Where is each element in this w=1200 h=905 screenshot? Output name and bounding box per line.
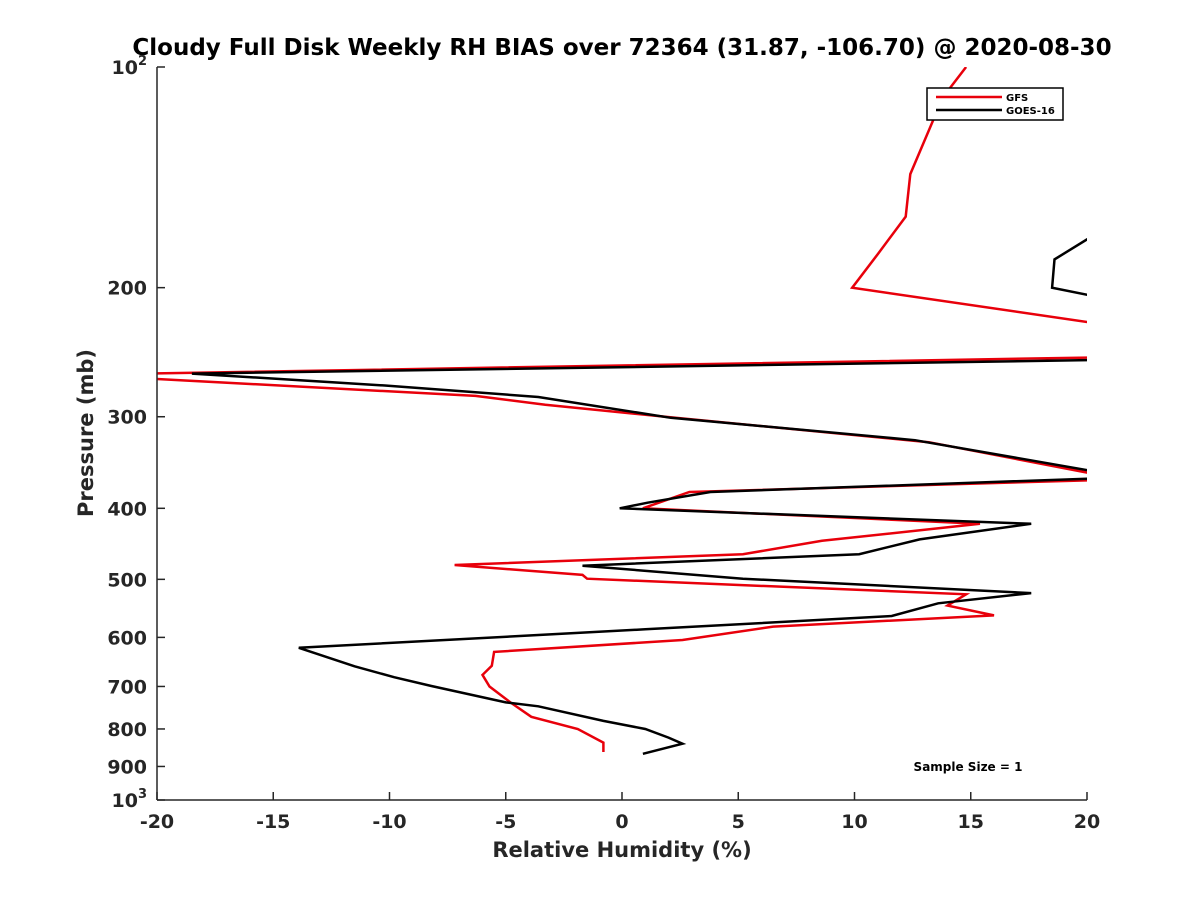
- x-tick-label: 15: [958, 811, 984, 833]
- series-line-gfs: [157, 67, 1087, 752]
- legend: GFS GOES-16: [926, 87, 1064, 121]
- y-ticks: 102 200 300 400 500 600 700 800 900 103: [107, 54, 165, 812]
- y-tick-label: 200: [107, 278, 147, 300]
- sample-size-annotation: Sample Size = 1: [914, 760, 1023, 774]
- legend-box: [926, 87, 1064, 121]
- legend-label-gfs: GFS: [1006, 93, 1028, 104]
- x-tick-label: -10: [372, 811, 406, 833]
- plot-area: -20 -15 -10 -5 0 5 10 15 20 102 200 300 400 500 600 70…: [107, 54, 1100, 833]
- x-tick-label: 20: [1074, 811, 1100, 833]
- y-tick-label: 700: [107, 676, 147, 698]
- x-tick-label: -15: [256, 811, 290, 833]
- y-tick-label: 800: [107, 719, 147, 741]
- y-tick-label: 400: [107, 498, 147, 520]
- x-axis-label: Relative Humidity (%): [492, 838, 751, 862]
- y-tick-label: 103: [112, 787, 148, 812]
- x-tick-label: 5: [732, 811, 745, 833]
- x-ticks: -20 -15 -10 -5 0 5 10 15 20: [140, 792, 1100, 833]
- x-tick-label: -20: [140, 811, 174, 833]
- y-tick-label: 900: [107, 756, 147, 778]
- chart-title: Cloudy Full Disk Weekly RH BIAS over 723…: [132, 35, 1111, 61]
- x-tick-label: -5: [495, 811, 516, 833]
- y-tick-label: 102: [112, 54, 148, 79]
- legend-label-goes16: GOES-16: [1006, 106, 1055, 117]
- y-tick-label: 500: [107, 569, 147, 591]
- series-line-goes-16: [191, 237, 1087, 756]
- x-tick-label: 0: [615, 811, 628, 833]
- y-tick-label: 600: [107, 627, 147, 649]
- y-axis-label: Pressure (mb): [74, 349, 98, 517]
- y-tick-label: 300: [107, 407, 147, 429]
- x-tick-label: 10: [841, 811, 867, 833]
